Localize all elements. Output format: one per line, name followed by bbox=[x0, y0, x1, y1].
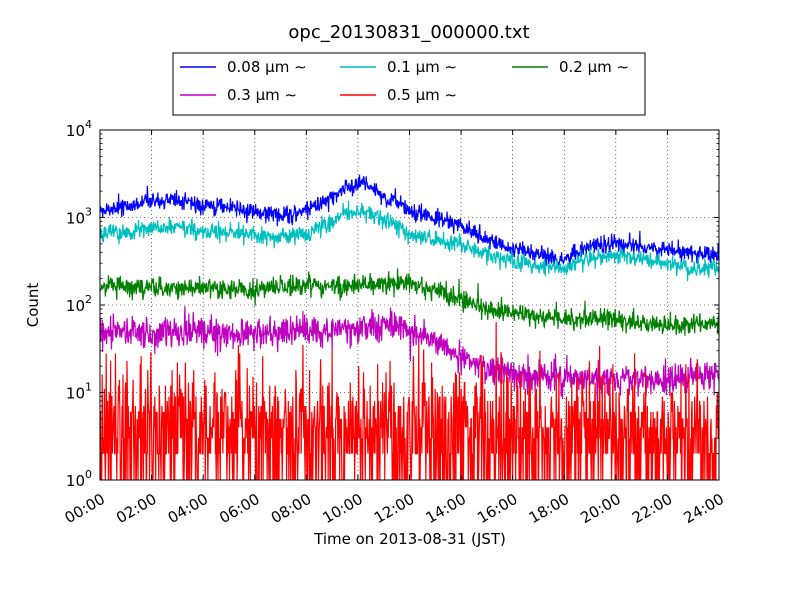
chart-title: opc_20130831_000000.txt bbox=[288, 22, 529, 43]
y-tick-label: 101 bbox=[66, 381, 92, 403]
y-tick-label: 102 bbox=[66, 293, 92, 315]
series-line-2 bbox=[100, 200, 719, 282]
series-line-3 bbox=[100, 268, 719, 336]
x-axis-label: Time on 2013-08-31 (JST) bbox=[313, 530, 506, 548]
legend-label: 0.3 μm ∼ bbox=[227, 86, 297, 104]
series-line-1 bbox=[100, 174, 719, 270]
y-tick-label: 100 bbox=[66, 468, 92, 490]
legend-label: 0.5 μm ∼ bbox=[387, 86, 457, 104]
legend-label: 0.2 μm ∼ bbox=[559, 58, 629, 76]
legend-box bbox=[172, 52, 646, 116]
y-tick-label: 104 bbox=[66, 118, 92, 140]
legend-label: 0.1 μm ∼ bbox=[387, 58, 457, 76]
series-line-4 bbox=[100, 306, 719, 401]
y-tick-label: 103 bbox=[66, 206, 92, 228]
legend-label: 0.08 μm ∼ bbox=[227, 58, 307, 76]
legend: 0.08 μm ∼ 0.1 μm ∼ 0.2 μm ∼ 0.3 μm ∼ 0.5 μm … bbox=[172, 52, 646, 116]
y-axis-label: Count bbox=[24, 283, 42, 328]
series-line-5 bbox=[100, 321, 719, 480]
